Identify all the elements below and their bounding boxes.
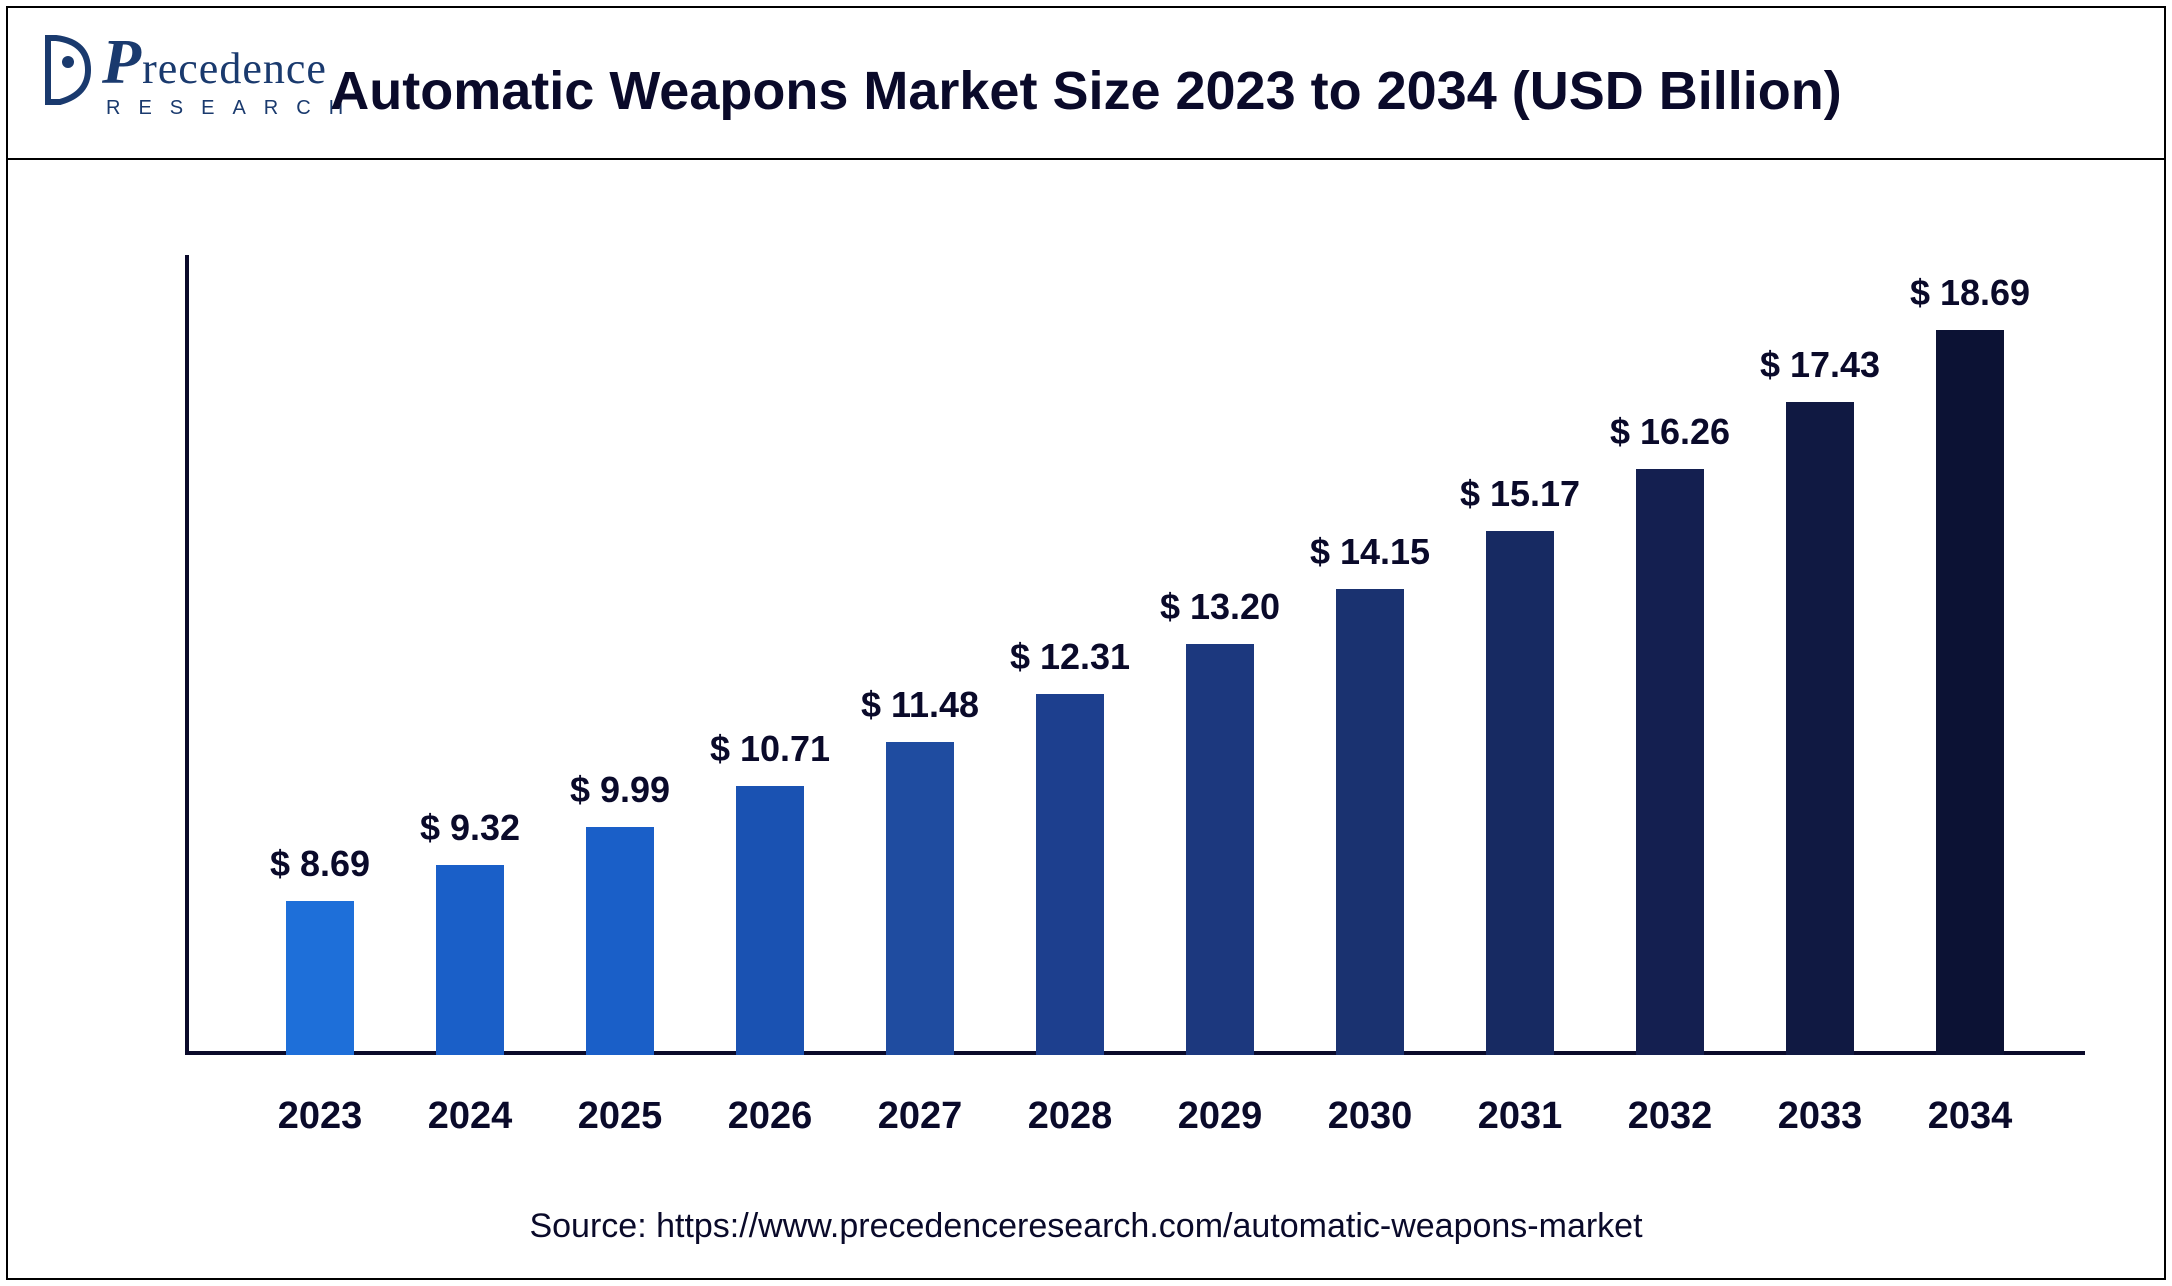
bar-value-label: $ 16.26 bbox=[1610, 411, 1730, 453]
source-citation: Source: https://www.precedenceresearch.c… bbox=[0, 1207, 2172, 1246]
bar-slot: $ 17.43 bbox=[1745, 255, 1895, 1055]
x-axis-label: 2032 bbox=[1595, 1095, 1745, 1138]
bar-value-label: $ 9.99 bbox=[570, 769, 670, 811]
bar-slot: $ 8.69 bbox=[245, 255, 395, 1055]
bar-value-label: $ 13.20 bbox=[1160, 586, 1280, 628]
bar-slot: $ 18.69 bbox=[1895, 255, 2045, 1055]
bar-rect bbox=[586, 827, 654, 1055]
bar-rect bbox=[436, 865, 504, 1055]
x-axis-label: 2026 bbox=[695, 1095, 845, 1138]
x-axis-label: 2028 bbox=[995, 1095, 1145, 1138]
bar-slot: $ 11.48 bbox=[845, 255, 995, 1055]
bar-value-label: $ 18.69 bbox=[1910, 272, 2030, 314]
bar-rect bbox=[1786, 402, 1854, 1055]
bar-slot: $ 13.20 bbox=[1145, 255, 1295, 1055]
bar-slot: $ 15.17 bbox=[1445, 255, 1595, 1055]
bar-value-label: $ 9.32 bbox=[420, 807, 520, 849]
x-axis-label: 2024 bbox=[395, 1095, 545, 1138]
x-axis-label: 2030 bbox=[1295, 1095, 1445, 1138]
x-axis-label: 2025 bbox=[545, 1095, 695, 1138]
chart-title: Automatic Weapons Market Size 2023 to 20… bbox=[0, 60, 2172, 122]
bar-slot: $ 14.15 bbox=[1295, 255, 1445, 1055]
bar-slot: $ 9.32 bbox=[395, 255, 545, 1055]
source-prefix: Source: bbox=[529, 1207, 656, 1245]
bar-value-label: $ 17.43 bbox=[1760, 344, 1880, 386]
x-axis-label: 2027 bbox=[845, 1095, 995, 1138]
x-axis-label: 2023 bbox=[245, 1095, 395, 1138]
bar-rect bbox=[1036, 694, 1104, 1055]
x-axis-labels: 2023202420252026202720282029203020312032… bbox=[245, 1095, 2045, 1138]
bar-slot: $ 9.99 bbox=[545, 255, 695, 1055]
bar-rect bbox=[886, 742, 954, 1055]
bar-rect bbox=[286, 901, 354, 1055]
bar-slot: $ 10.71 bbox=[695, 255, 845, 1055]
x-axis-label: 2031 bbox=[1445, 1095, 1595, 1138]
bar-value-label: $ 8.69 bbox=[270, 843, 370, 885]
bar-value-label: $ 11.48 bbox=[861, 684, 979, 726]
title-divider bbox=[8, 158, 2164, 160]
bar-value-label: $ 15.17 bbox=[1460, 473, 1580, 515]
x-axis-label: 2029 bbox=[1145, 1095, 1295, 1138]
bar-rect bbox=[1636, 469, 1704, 1055]
bar-slot: $ 12.31 bbox=[995, 255, 1145, 1055]
bar-rect bbox=[1936, 330, 2004, 1055]
x-axis-label: 2033 bbox=[1745, 1095, 1895, 1138]
bar-rect bbox=[1486, 531, 1554, 1055]
x-axis-label: 2034 bbox=[1895, 1095, 2045, 1138]
bar-rect bbox=[736, 786, 804, 1055]
bar-rect bbox=[1336, 589, 1404, 1055]
source-url: https://www.precedenceresearch.com/autom… bbox=[656, 1207, 1642, 1245]
bar-value-label: $ 10.71 bbox=[710, 728, 830, 770]
bars-container: $ 8.69 $ 9.32 $ 9.99 $ 10.71 $ 11.48 $ 12.31 $… bbox=[185, 255, 2065, 1055]
plot-area: $ 8.69 $ 9.32 $ 9.99 $ 10.71 $ 11.48 $ 12.31 $… bbox=[185, 255, 2065, 1055]
bar-slot: $ 16.26 bbox=[1595, 255, 1745, 1055]
bar-rect bbox=[1186, 644, 1254, 1055]
bar-value-label: $ 12.31 bbox=[1010, 636, 1130, 678]
bar-value-label: $ 14.15 bbox=[1310, 531, 1430, 573]
